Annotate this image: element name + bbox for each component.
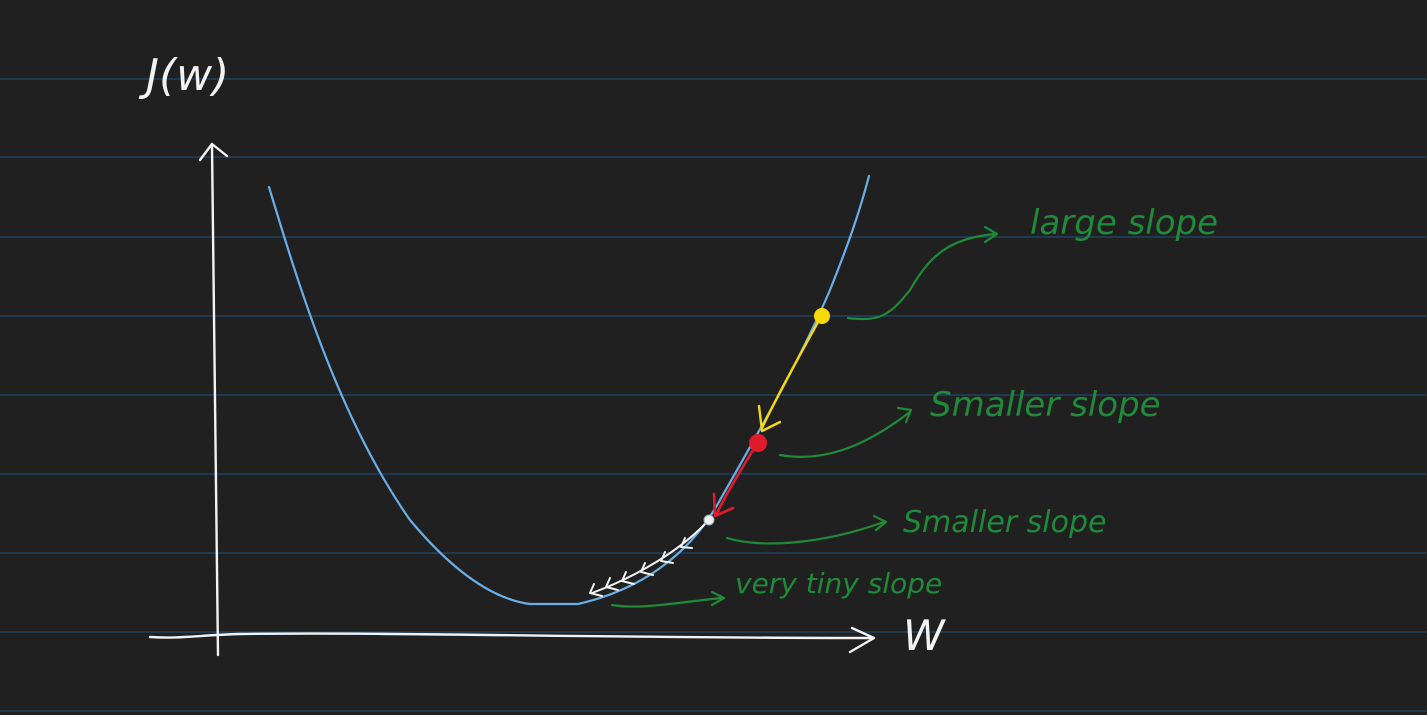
white-step-arrowhead — [680, 537, 693, 549]
yellow-step-arrow — [757, 320, 820, 433]
large-slope-pointer-head — [983, 225, 999, 244]
red-point-dot — [749, 434, 767, 452]
annotation-very-tiny-slope: very tiny slope — [735, 567, 942, 600]
smaller-slope-2-pointer-head — [872, 514, 888, 532]
annotation-arrows — [610, 225, 999, 608]
ruled-lines — [0, 78, 1427, 712]
x-axis-arrowhead — [848, 626, 876, 654]
annotation-large-slope: large slope — [1030, 203, 1218, 243]
smaller-slope-1-pointer — [778, 410, 912, 458]
x-axis — [148, 626, 876, 654]
x-axis-line — [148, 632, 874, 640]
y-axis — [198, 142, 229, 657]
white-step-arrowhead — [621, 571, 635, 585]
white-point — [703, 514, 715, 526]
tiny-slope-pointer — [610, 596, 724, 608]
y-axis-line — [210, 144, 220, 657]
y-axis-arrowhead — [198, 142, 229, 162]
x-axis-label: W — [903, 611, 946, 660]
y-axis-label: J(w) — [138, 50, 229, 101]
white-step-shaft — [591, 522, 707, 594]
red-step-arrow — [712, 448, 755, 518]
yellow-step-shaft — [760, 320, 820, 430]
yellow-step-arrowhead — [757, 404, 782, 433]
white-step-arrows — [589, 522, 707, 597]
yellow-point-dot — [814, 308, 830, 324]
annotation-smaller-slope-1: Smaller slope — [930, 385, 1161, 425]
smaller-slope-2-pointer — [725, 520, 886, 545]
smaller-slope-1-pointer-head — [896, 406, 913, 424]
yellow-point — [814, 308, 830, 324]
white-step-arrowhead — [605, 577, 619, 591]
large-slope-pointer — [846, 232, 997, 321]
white-step-arrowhead — [660, 551, 674, 564]
red-point — [749, 434, 767, 452]
red-step-arrowhead — [712, 492, 735, 518]
white-step-arrowhead — [640, 562, 654, 576]
annotation-smaller-slope-2: Smaller slope — [903, 505, 1106, 540]
white-step-arrowhead — [589, 583, 603, 597]
cost-curve — [267, 174, 871, 606]
white-point-dot — [703, 514, 715, 526]
tiny-slope-pointer-head — [710, 590, 726, 607]
red-step-shaft — [714, 448, 755, 517]
